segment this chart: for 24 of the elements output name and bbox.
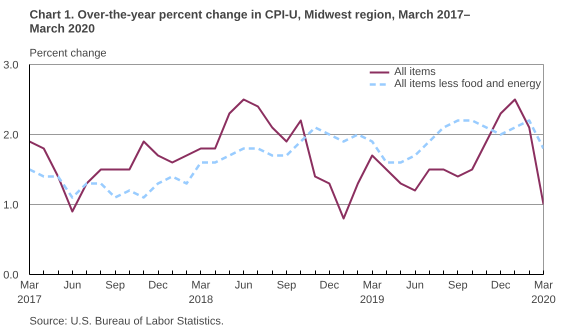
x-tick-label: Mar 2019 [360, 280, 384, 306]
y-tick-label: 1.0 [3, 200, 19, 212]
x-tick-label: Sep [448, 280, 468, 292]
x-tick-label: Mar 2017 [17, 280, 42, 306]
x-tick-label: Dec [490, 280, 511, 292]
x-tick-label: Mar 2018 [188, 280, 214, 306]
x-tick-label: Sep [276, 280, 296, 292]
legend-label: All items [394, 66, 436, 78]
x-tick-label: Jun [234, 280, 253, 292]
y-tick-label: 3.0 [3, 60, 19, 72]
legend-label: All items less food and energy [394, 78, 541, 90]
x-tick-label: Dec [148, 280, 168, 292]
x-tick-label: Dec [320, 280, 340, 292]
line-series [30, 119, 544, 199]
y-tick-label: 2.0 [3, 130, 19, 142]
x-tick-label: Mar 2020 [531, 280, 556, 306]
x-tick-label: Jun [406, 280, 424, 292]
source-note: Source: U.S. Bureau of Labor Statistics. [30, 316, 224, 328]
y-axis-title: Percent change [30, 48, 107, 60]
line-series [30, 98, 544, 220]
chart-title: Chart 1. Over-the-year percent change in CPI-U, Midwest region, March 2017– March 2020 [30, 8, 471, 36]
x-tick-label: Jun [63, 280, 82, 292]
y-tick-label: 0.0 [3, 270, 19, 282]
x-tick-label: Sep [105, 280, 125, 292]
